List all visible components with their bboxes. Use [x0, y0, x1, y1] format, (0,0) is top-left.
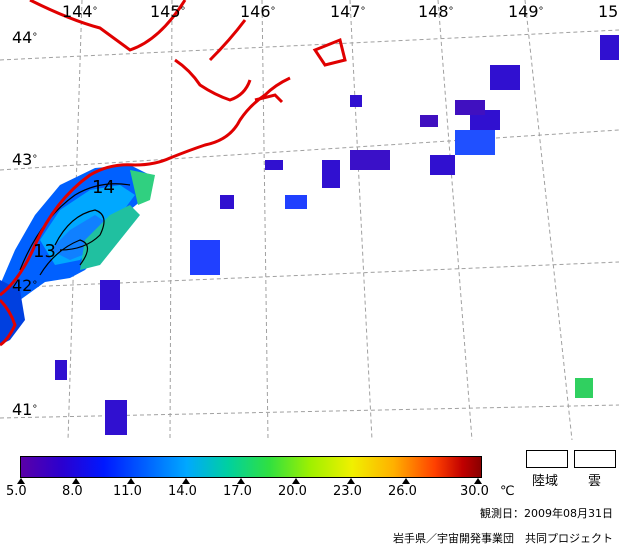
colorbar-tick — [237, 478, 245, 484]
colorbar-tick-label: 17.0 — [223, 484, 252, 499]
colorbar-tick — [182, 478, 190, 484]
lat-label-43: 43° — [12, 150, 38, 169]
colorbar-tick — [292, 478, 300, 484]
credit-text: 岩手県／宇宙開発事業団 共同プロジェクト — [393, 532, 613, 545]
sst-field — [0, 165, 155, 345]
lon-label-148: 148° — [418, 2, 454, 21]
colorbar-tick-label: 30.0 — [460, 484, 489, 499]
colorbar-tick-label: 5.0 — [6, 484, 27, 499]
lon-label-150: 15 — [598, 2, 619, 21]
map-canvas — [0, 0, 619, 440]
lon-label-144: 144° — [62, 2, 98, 21]
colorbar-tick — [127, 478, 135, 484]
observation-date: 観測日：2009年08月31日 — [480, 507, 613, 520]
colorbar-tick-label: 14.0 — [168, 484, 197, 499]
sst-map: 144° 145° 146° 147° 148° 149° 15 44° 43°… — [0, 0, 619, 440]
lat-label-44: 44° — [12, 28, 38, 47]
colorbar-tick-label: 23.0 — [333, 484, 362, 499]
coastline — [0, 0, 347, 347]
unit-label: ℃ — [500, 484, 515, 499]
colorbar-tick — [474, 478, 482, 484]
sst-patches — [55, 35, 619, 435]
lat-label-42: 42° — [12, 276, 38, 295]
cloud-legend-label: 雲 — [588, 474, 602, 489]
colorbar-tick-label: 11.0 — [113, 484, 142, 499]
lat-label-41: 41° — [12, 400, 38, 419]
colorbar-tick — [17, 478, 25, 484]
colorbar-tick — [72, 478, 80, 484]
lon-label-145: 145° — [150, 2, 186, 21]
contour-label-13: 13 — [33, 241, 56, 262]
colorbar-tick-label: 8.0 — [62, 484, 83, 499]
colorbar-tick-label: 20.0 — [278, 484, 307, 499]
colorbar-tick — [347, 478, 355, 484]
lon-label-149: 149° — [508, 2, 544, 21]
land-legend-label: 陸域 — [532, 474, 559, 489]
colorbar-tick — [402, 478, 410, 484]
lon-label-147: 147° — [330, 2, 366, 21]
land-legend-box — [526, 450, 568, 468]
colorbar-tick-label: 26.0 — [388, 484, 417, 499]
sst-contours — [19, 183, 131, 276]
cloud-legend-box — [574, 450, 616, 468]
contour-label-14: 14 — [92, 177, 115, 198]
temperature-colorbar — [20, 456, 482, 478]
graticule — [0, 0, 619, 440]
lon-label-146: 146° — [240, 2, 276, 21]
